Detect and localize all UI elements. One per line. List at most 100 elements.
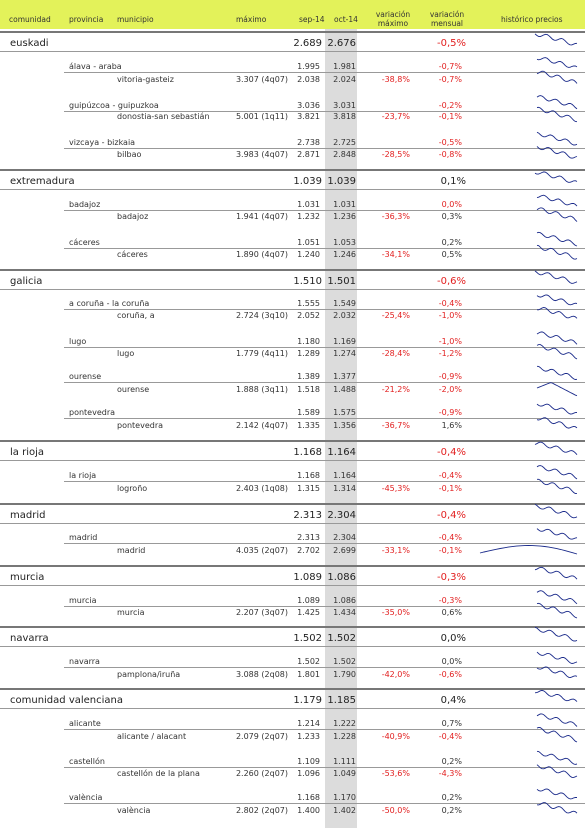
municipio-variacion-maximo: -34,1% — [381, 250, 410, 259]
provincia-name: navarra — [69, 657, 100, 666]
provincia-sep-14: 1.389 — [297, 372, 320, 381]
provincia-underline — [64, 803, 585, 804]
comunidad-price-sparkline — [534, 441, 578, 456]
provincia-underline — [64, 248, 585, 249]
comunidad-underline — [0, 708, 585, 709]
provincia-name: vizcaya - bizkaia — [69, 138, 136, 147]
provincia-name: murcia — [69, 596, 97, 605]
provincia-underline — [64, 148, 585, 149]
municipio-maximo: 5.001 (1q11) — [235, 112, 288, 121]
municipio-price-sparkline — [536, 802, 578, 814]
comunidad-variacion-mensual: -0,4% — [436, 510, 466, 521]
municipio-oct-14: 1.274 — [333, 349, 356, 358]
header-sep-14: sep-14 — [299, 15, 325, 24]
municipio-variacion-mensual: -0,8% — [438, 150, 462, 159]
comunidad-price-sparkline — [534, 270, 578, 284]
municipio-sep-14: 2.038 — [297, 75, 320, 84]
group-separator — [0, 440, 585, 442]
municipio-oct-14: 1.402 — [333, 806, 356, 815]
provincia-variacion-mensual: 0,2% — [441, 238, 462, 247]
comunidad-sep-14: 1.089 — [293, 572, 322, 583]
provincia-oct-14: 1.575 — [333, 408, 356, 417]
provincia-oct-14: 1.377 — [333, 372, 356, 381]
provincia-name: madrid — [69, 533, 98, 542]
comunidad-sep-14: 1.179 — [293, 695, 322, 706]
municipio-variacion-mensual: -0,7% — [438, 75, 462, 84]
provincia-variacion-mensual: 0,0% — [441, 200, 462, 209]
municipio-oct-14: 1.488 — [333, 385, 356, 394]
table-header: comunidad provincia municipio máximo sep… — [0, 0, 585, 29]
comunidad-price-sparkline — [534, 626, 578, 642]
municipio-maximo: 3.307 (4q07) — [235, 75, 288, 84]
municipio-name: pamplona/iruña — [117, 670, 181, 679]
municipio-price-sparkline — [537, 478, 578, 495]
provincia-price-sparkline — [536, 95, 578, 110]
provincia-oct-14: 1.981 — [333, 62, 356, 71]
provincia-sep-14: 1.168 — [297, 793, 320, 802]
provincia-variacion-mensual: 0,2% — [441, 793, 462, 802]
municipio-oct-14: 2.032 — [333, 311, 356, 320]
provincia-price-sparkline — [536, 590, 578, 605]
municipio-maximo: 2.724 (3q10) — [235, 311, 288, 320]
provincia-oct-14: 3.031 — [333, 101, 356, 110]
comunidad-sep-14: 2.689 — [293, 38, 322, 49]
provincia-sep-14: 1.502 — [297, 657, 320, 666]
provincia-name: álava - araba — [69, 62, 122, 71]
municipio-variacion-maximo: -45,3% — [381, 484, 410, 493]
municipio-maximo: 1.779 (4q11) — [235, 349, 288, 358]
comunidad-oct-14: 2.304 — [327, 510, 356, 521]
comunidad-name: madrid — [10, 510, 46, 521]
municipio-oct-14: 2.848 — [333, 150, 356, 159]
comunidad-oct-14: 1.185 — [327, 695, 356, 706]
municipio-variacion-mensual: -0,4% — [438, 732, 462, 741]
provincia-price-sparkline — [536, 788, 578, 800]
municipio-variacion-mensual: -1,2% — [438, 349, 462, 358]
provincia-name: lugo — [69, 337, 87, 346]
comunidad-variacion-mensual: -0,4% — [436, 447, 466, 458]
comunidad-oct-14: 1.501 — [327, 276, 356, 287]
municipio-sep-14: 1.232 — [297, 212, 320, 221]
municipio-name: logroño — [117, 484, 148, 493]
municipio-variacion-maximo: -40,9% — [381, 732, 410, 741]
municipio-variacion-mensual: -0,1% — [438, 112, 462, 121]
municipio-oct-14: 2.024 — [333, 75, 356, 84]
provincia-underline — [64, 111, 585, 112]
municipio-name: ourense — [117, 385, 150, 394]
comunidad-name: murcia — [10, 572, 45, 583]
provincia-name: guipúzcoa - guipuzkoa — [69, 101, 159, 110]
comunidad-name: comunidad valenciana — [10, 695, 123, 706]
provincia-sep-14: 1.555 — [297, 299, 320, 308]
provincia-oct-14: 1.031 — [333, 200, 356, 209]
provincia-price-sparkline — [536, 294, 578, 306]
municipio-oct-14: 1.236 — [333, 212, 356, 221]
comunidad-sep-14: 1.168 — [293, 447, 322, 458]
municipio-price-sparkline — [536, 244, 578, 260]
municipio-oct-14: 1.246 — [333, 250, 356, 259]
comunidad-price-sparkline — [534, 33, 578, 46]
municipio-variacion-mensual: -0,1% — [438, 484, 462, 493]
municipio-oct-14: 1.434 — [333, 608, 356, 617]
municipio-price-sparkline — [536, 417, 578, 429]
municipio-sep-14: 1.425 — [297, 608, 320, 617]
group-separator — [0, 565, 585, 567]
provincia-oct-14: 1.222 — [333, 719, 356, 728]
municipio-price-sparkline — [536, 726, 578, 743]
provincia-sep-14: 1.995 — [297, 62, 320, 71]
provincia-name: pontevedra — [69, 408, 116, 417]
municipio-oct-14: 3.818 — [333, 112, 356, 121]
municipio-price-sparkline — [479, 545, 578, 555]
comunidad-variacion-mensual: -0,6% — [436, 276, 466, 287]
municipio-sep-14: 1.240 — [297, 250, 320, 259]
header-variacion-mensual: variación mensual — [429, 10, 465, 28]
municipio-variacion-mensual: -0,1% — [438, 546, 462, 555]
municipio-sep-14: 2.702 — [297, 546, 320, 555]
comunidad-oct-14: 1.164 — [327, 447, 356, 458]
provincia-oct-14: 1.086 — [333, 596, 356, 605]
municipio-oct-14: 2.699 — [333, 546, 356, 555]
group-separator — [0, 688, 585, 690]
oct-14-highlight-column — [325, 29, 357, 828]
comunidad-sep-14: 1.502 — [293, 633, 322, 644]
municipio-name: coruña, a — [117, 311, 155, 320]
comunidad-name: euskadi — [10, 38, 49, 49]
